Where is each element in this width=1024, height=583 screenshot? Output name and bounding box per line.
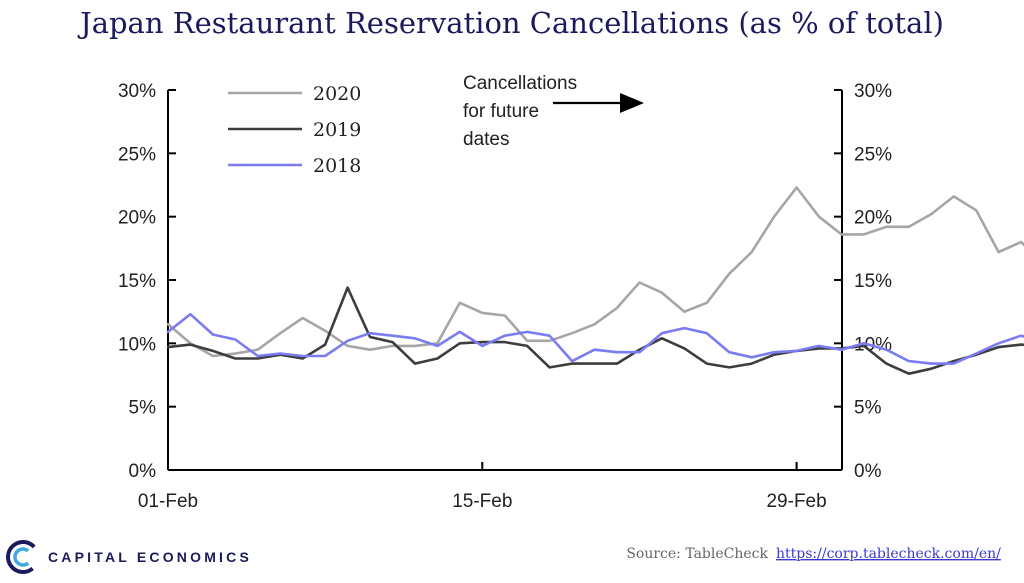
legend-label-2019: 2019 xyxy=(313,119,361,141)
annotation-arrow-head xyxy=(620,93,644,113)
brand-logo: CAPITAL ECONOMICS xyxy=(6,540,252,574)
y-tick-label-right: 5% xyxy=(854,398,882,419)
y-tick-label-left: 20% xyxy=(118,208,156,229)
y-tick-label-right: 20% xyxy=(854,208,892,229)
legend-label-2018: 2018 xyxy=(313,155,361,177)
source-link[interactable]: https://corp.tablecheck.com/en/ xyxy=(776,546,1001,562)
logo-ring-outer xyxy=(6,540,40,574)
y-tick-label-right: 0% xyxy=(854,461,882,482)
axes: 0% 0%5% 5%10% 10%15% 15%20% 20%25% 25%30% 30%01… xyxy=(118,81,892,512)
y-tick-label-right: 15% xyxy=(854,271,892,292)
annotation-text: Cancellations for future dates xyxy=(463,73,644,150)
annotation-line-3: dates xyxy=(463,129,509,150)
y-tick-label-left: 15% xyxy=(118,271,156,292)
y-tick-label-left: 10% xyxy=(118,334,156,355)
series-lines xyxy=(166,186,1024,376)
y-tick-label-left: 30% xyxy=(118,81,156,102)
logo-ring-inner xyxy=(13,547,33,567)
annotation-line-2: for future xyxy=(463,101,539,122)
series-line-2018 xyxy=(166,312,1024,365)
y-tick-label-left: 0% xyxy=(129,461,157,482)
x-tick-label: 01-Feb xyxy=(138,491,198,512)
source-label: Source: TableCheck xyxy=(626,546,768,562)
annotation-line-1: Cancellations xyxy=(463,73,577,94)
series-line-2019 xyxy=(166,286,1024,376)
series-line-2020 xyxy=(166,186,1024,358)
x-tick-label: 15-Feb xyxy=(452,491,512,512)
y-tick-label-left: 5% xyxy=(129,398,157,419)
x-tick-label: 29-Feb xyxy=(766,491,826,512)
y-tick-label-right: 30% xyxy=(854,81,892,102)
source-note: Source: TableCheck https://corp.tableche… xyxy=(626,546,1001,562)
y-tick-label-left: 25% xyxy=(118,144,156,165)
y-tick-label-right: 25% xyxy=(854,144,892,165)
chart-title: Japan Restaurant Reservation Cancellatio… xyxy=(77,6,944,40)
legend-label-2020: 2020 xyxy=(313,83,361,105)
legend: 2020 2019 2018 xyxy=(228,83,361,177)
brand-name: CAPITAL ECONOMICS xyxy=(48,549,252,565)
